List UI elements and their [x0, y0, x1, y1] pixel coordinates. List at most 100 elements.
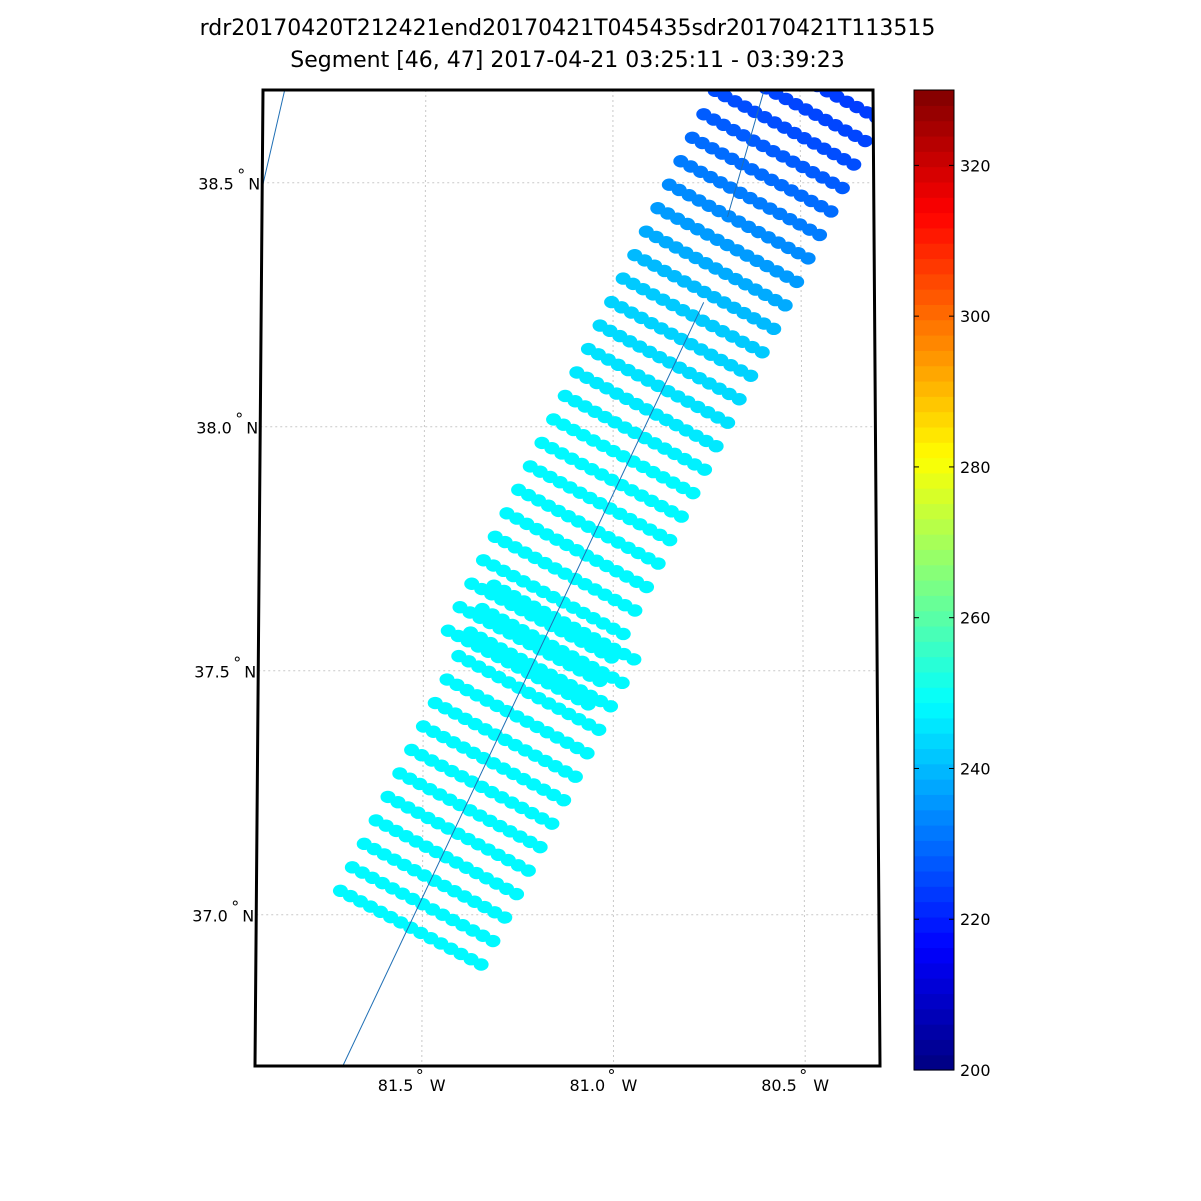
scan-point: [720, 416, 736, 429]
degree-symbol: °: [799, 1066, 807, 1085]
scan-point: [800, 75, 815, 87]
colorbar-band: [914, 518, 954, 535]
scan-point: [544, 817, 560, 830]
colorbar-band: [914, 947, 954, 964]
colorbar-band: [914, 304, 954, 321]
colorbar-band: [914, 886, 954, 903]
scan-point: [603, 700, 619, 713]
scan-point: [800, 252, 816, 265]
colorbar-band: [914, 625, 954, 642]
scan-point: [812, 228, 828, 242]
lat-tick-label: 38.5: [198, 175, 234, 194]
colorbar: 320 300 280 260 240 220 200: [913, 89, 991, 1080]
title-line-2: Segment [46, 47] 2017-04-21 03:25:11 - 0…: [290, 48, 845, 73]
colorbar-band: [914, 916, 954, 933]
colorbar-band: [914, 396, 954, 413]
colorbar-band: [914, 534, 954, 550]
grid-line-lon: [799, 89, 806, 1067]
colorbar-band: [914, 319, 954, 336]
colorbar-band: [914, 840, 954, 857]
colorbar-tick-label: 320: [960, 156, 991, 175]
scan-point: [731, 393, 747, 406]
degree-symbol: °: [416, 1066, 424, 1085]
colorbar-band: [914, 258, 954, 275]
colorbar-band: [914, 335, 954, 351]
colorbar-tick-label: 200: [960, 1061, 991, 1080]
lon-hemisphere: W: [622, 1076, 638, 1095]
colorbar-band: [914, 181, 954, 198]
colorbar-band: [914, 564, 954, 581]
lat-hemisphere: N: [244, 663, 256, 682]
scan-point: [591, 723, 607, 736]
colorbar-band: [914, 993, 954, 1010]
scan-point: [750, 48, 765, 60]
colorbar-band: [914, 595, 954, 612]
degree-symbol: °: [233, 654, 241, 673]
colorbar-band: [914, 1039, 954, 1056]
colorbar-band: [914, 870, 954, 887]
scan-point: [685, 486, 701, 500]
colorbar-band: [914, 350, 954, 367]
colorbar-band: [914, 671, 954, 688]
colorbar-band: [914, 580, 954, 596]
scan-point: [509, 887, 525, 901]
colorbar-band: [914, 1008, 954, 1025]
colorbar-band: [914, 426, 954, 443]
colorbar-band: [914, 549, 954, 566]
scan-point: [749, 77, 764, 89]
lon-hemisphere: W: [430, 1076, 446, 1095]
scan-point: [766, 322, 782, 336]
title-line-1: rdr20170420T212421end20170421T045435sdr2…: [199, 16, 936, 41]
colorbar-band: [914, 380, 954, 397]
scan-point: [662, 533, 678, 547]
colorbar-band: [914, 365, 954, 382]
lat-tick-label: 37.5: [194, 663, 230, 682]
colorbar-band: [914, 105, 954, 122]
colorbar-band: [914, 978, 954, 995]
colorbar-band: [914, 488, 954, 505]
scan-point: [567, 770, 583, 783]
scan-point: [673, 510, 689, 523]
lat-tick-label: 37.0: [192, 907, 228, 926]
scan-point: [497, 911, 513, 924]
scan-point: [556, 793, 572, 807]
colorbar-band: [914, 1054, 954, 1071]
colorbar-tick-label: 240: [960, 759, 991, 778]
colorbar-band: [914, 120, 954, 137]
scan-point: [789, 275, 805, 289]
lat-hemisphere: N: [246, 419, 258, 438]
scan-point: [729, 66, 744, 78]
ground-track-line: [727, 90, 765, 218]
scan-point: [846, 158, 862, 171]
lon-tick-label: 81.5: [378, 1076, 414, 1095]
scan-point: [731, 38, 746, 50]
colorbar-tick-label: 260: [960, 609, 991, 628]
colorbar-frame: [913, 89, 955, 1071]
colorbar-band: [914, 825, 954, 841]
scan-point: [869, 111, 880, 124]
degree-symbol: °: [231, 898, 239, 917]
colorbar-band: [914, 411, 954, 428]
colorbar-band: [914, 717, 954, 734]
scan-point: [777, 299, 793, 312]
ground-track: [261, 90, 765, 1066]
scan-point: [485, 934, 501, 948]
colorbar-band: [914, 212, 954, 229]
scan-point: [790, 69, 805, 81]
scan-point: [592, 674, 608, 688]
graticule: [256, 89, 879, 1067]
colorbar-band: [914, 472, 954, 489]
colorbar-band: [914, 457, 954, 474]
lon-tick-label: 81.0: [570, 1076, 606, 1095]
colorbar-tick-label: 280: [960, 458, 991, 477]
colorbar-tick-label: 220: [960, 910, 991, 929]
map-frame: [253, 88, 882, 1068]
scan-points: [332, 38, 880, 971]
colorbar-tick-label: 300: [960, 307, 991, 326]
colorbar-band: [914, 166, 954, 183]
colorbar-band: [914, 151, 954, 168]
colorbar-band: [914, 289, 954, 305]
scan-point: [739, 72, 754, 84]
scan-point: [473, 958, 489, 971]
colorbar-band: [914, 90, 954, 106]
